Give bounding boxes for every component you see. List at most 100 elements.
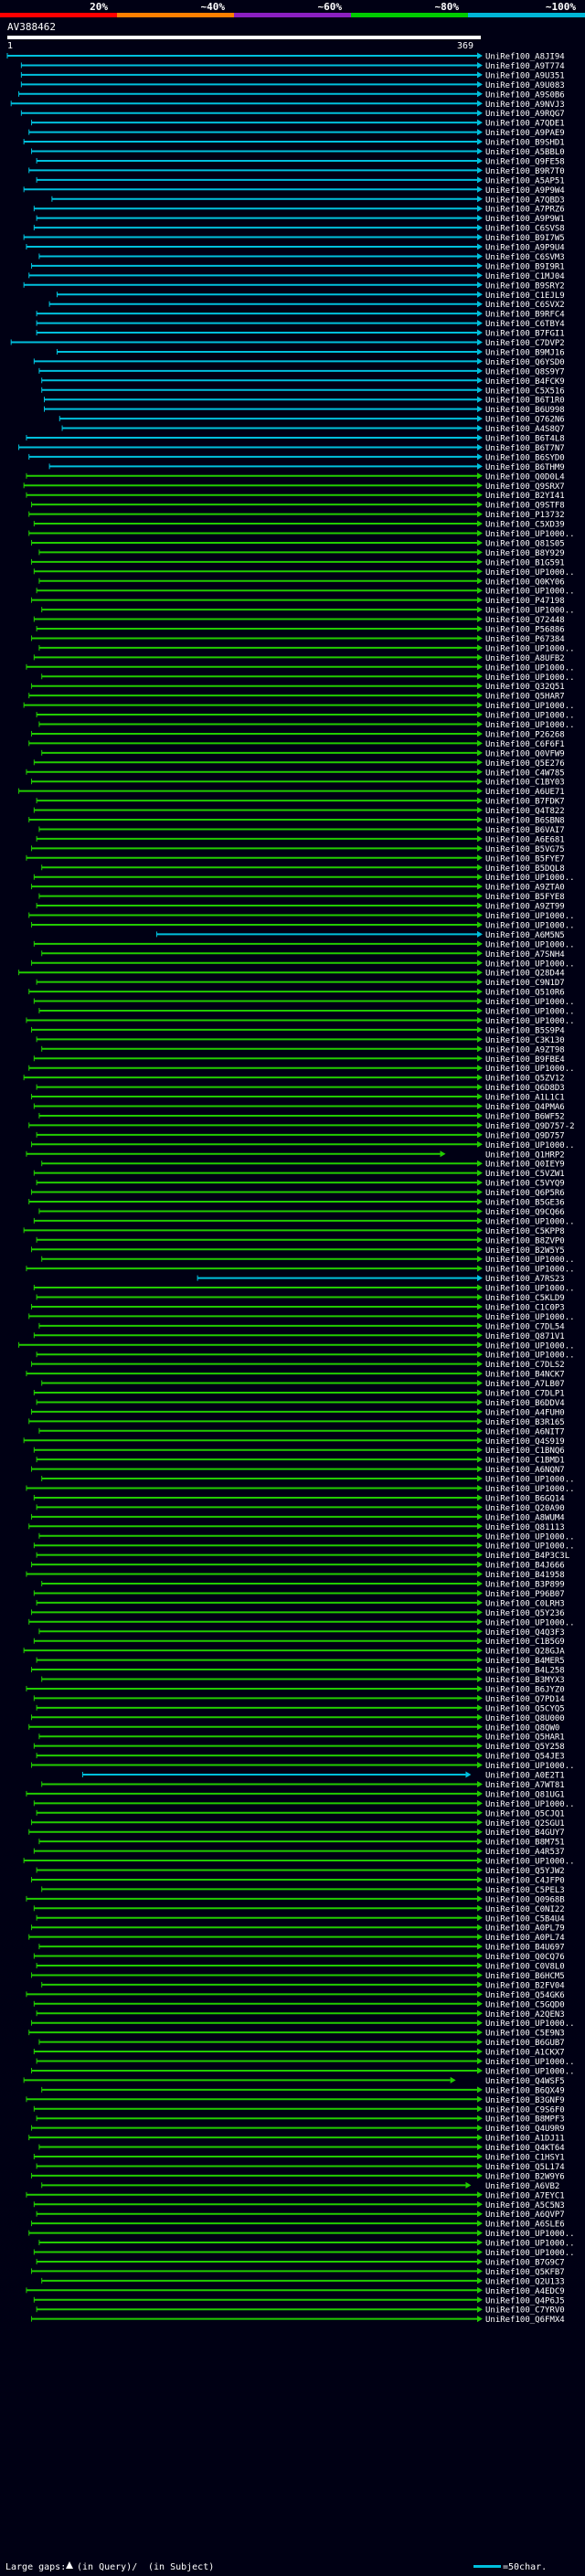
hit-row: UniRef100_A9U351 (20, 71, 565, 80)
hit-end-arrow (477, 520, 483, 527)
hit-label: UniRef100_Q8S9Y7 (485, 367, 565, 376)
hit-row: UniRef100_B4NCK7 (26, 1370, 565, 1380)
hit-row: UniRef100_Q9D757 (36, 1131, 565, 1140)
hit-row: UniRef100_Q0CQ76 (33, 1953, 565, 1962)
hit-end-arrow (477, 1647, 483, 1654)
hit-row: UniRef100_UP1000.. (36, 2058, 575, 2067)
color-scale-bar: 20% ~40% ~60% ~80% ~100% (0, 1, 585, 17)
hit-end-arrow (477, 1389, 483, 1396)
hit-end-arrow (477, 548, 483, 556)
hit-label: UniRef100_B8ZVP0 (485, 1236, 565, 1246)
hit-end-arrow (477, 1361, 483, 1368)
hit-row: UniRef100_Q5KFB7 (31, 2267, 565, 2277)
hit-label: UniRef100_A6QVP7 (485, 2210, 565, 2220)
hit-end-arrow (477, 606, 483, 613)
hit-label: UniRef100_UP1000.. (485, 2240, 575, 2249)
hit-end-arrow (477, 969, 483, 976)
hit-row: UniRef100_A9ZT99 (36, 902, 565, 912)
hit-row: UniRef100_B8M751 (38, 1838, 565, 1848)
hit-end-arrow (440, 1150, 446, 1158)
hit-end-arrow (477, 597, 483, 604)
hit-end-arrow (477, 844, 483, 852)
hit-end-arrow (477, 1035, 483, 1043)
hit-row: UniRef100_C1MJ04 (28, 271, 565, 281)
hit-label: UniRef100_A7QDE1 (485, 120, 565, 129)
hit-end-arrow (477, 1065, 483, 1072)
hit-end-arrow (477, 653, 483, 661)
hit-end-arrow (477, 1713, 483, 1721)
hit-row: UniRef100_B9RFC4 (36, 310, 565, 320)
hit-label: UniRef100_B4J666 (485, 1562, 565, 1571)
hit-label: UniRef100_B5GE36 (485, 1199, 565, 1208)
hit-label: UniRef100_Q9D757-2 (485, 1122, 575, 1131)
hit-label: UniRef100_A5BBL0 (485, 148, 565, 157)
hit-end-arrow (477, 1436, 483, 1444)
hit-row: UniRef100_A9RQG7 (20, 110, 565, 119)
hit-row: UniRef100_C0LRH3 (36, 1599, 565, 1608)
hit-label: UniRef100_A9ZT98 (485, 1045, 565, 1055)
hit-row: UniRef100_C3K130 (36, 1035, 565, 1045)
hit-label: UniRef100_B9RFC4 (485, 311, 565, 320)
hit-end-arrow (477, 252, 483, 260)
hit-row: UniRef100_C5KLD9 (36, 1294, 565, 1303)
hit-label: UniRef100_Q5Y236 (485, 1609, 565, 1618)
hit-end-arrow (477, 835, 483, 843)
hit-label: UniRef100_B4FCK9 (485, 377, 565, 387)
hit-row: UniRef100_A9PAE9 (28, 129, 565, 138)
hit-label: UniRef100_B6GUB7 (485, 2039, 565, 2048)
hit-row: UniRef100_B6QX49 (41, 2086, 565, 2095)
hit-end-arrow (477, 1799, 483, 1807)
hit-end-arrow (477, 1140, 483, 1148)
hit-end-arrow (477, 434, 483, 441)
hit-row: UniRef100_Q8U000 (31, 1713, 565, 1723)
hit-row: UniRef100_C5VYQ9 (36, 1179, 565, 1189)
hit-row: UniRef100_C4JFP0 (31, 1876, 565, 1885)
hit-label: UniRef100_A1L1C1 (485, 1094, 565, 1103)
hit-row: UniRef100_A7QDE1 (31, 119, 565, 129)
hit-label: UniRef100_C1MJ04 (485, 272, 565, 281)
hit-row: UniRef100_B3MYX3 (41, 1676, 565, 1685)
hit-label: UniRef100_A7PRZ6 (485, 206, 565, 215)
hit-end-arrow (477, 443, 483, 451)
hit-label: UniRef100_UP1000.. (485, 530, 575, 539)
hit-row: UniRef100_UP1000.. (33, 940, 575, 949)
hit-row: UniRef100_B3P899 (41, 1580, 565, 1590)
hit-row: UniRef100_Q81113 (28, 1522, 565, 1532)
hit-label: UniRef100_A6SLE6 (485, 2221, 565, 2230)
hit-label: UniRef100_B6U998 (485, 406, 565, 415)
hit-row: UniRef100_Q5ZV12 (23, 1074, 565, 1084)
hit-end-arrow (477, 2286, 483, 2294)
hit-row: UniRef100_Q8QW0 (28, 1723, 559, 1733)
hit-end-arrow (477, 511, 483, 518)
hit-row: UniRef100_Q54JE3 (36, 1752, 565, 1762)
hit-label: UniRef100_B6DDV4 (485, 1399, 565, 1408)
hit-row: UniRef100_A2QEN3 (36, 2009, 565, 2019)
hit-label: UniRef100_B6THM9 (485, 463, 565, 472)
hit-row: UniRef100_A6SLE6 (31, 2220, 565, 2230)
hit-label: UniRef100_B2W5Y5 (485, 1246, 565, 1256)
hit-end-arrow (477, 1857, 483, 1864)
hit-end-arrow (477, 2105, 483, 2113)
hit-end-arrow (477, 683, 483, 690)
hit-label: UniRef100_A9ZT99 (485, 903, 565, 912)
hit-end-arrow (477, 1618, 483, 1626)
hit-end-arrow (477, 1848, 483, 1855)
hit-label: UniRef100_Q0IEY9 (485, 1161, 565, 1170)
hit-label: UniRef100_B1G591 (485, 558, 565, 567)
hit-row: UniRef100_Q4P6J5 (33, 2296, 565, 2306)
hit-end-arrow (477, 1236, 483, 1244)
hit-label: UniRef100_B5S9P4 (485, 1026, 565, 1035)
hit-end-arrow (477, 1417, 483, 1425)
hit-end-arrow (477, 1447, 483, 1454)
hit-label: UniRef100_B3GNF9 (485, 2096, 565, 2105)
hit-label: UniRef100_Q5E276 (485, 759, 565, 769)
hit-row: UniRef100_Q81UG1 (26, 1790, 565, 1799)
hit-label: UniRef100_A6UE71 (485, 788, 565, 797)
hit-end-arrow (477, 578, 483, 585)
hit-label: UniRef100_UP1000.. (485, 702, 575, 711)
hit-row: UniRef100_UP1000.. (26, 1265, 575, 1275)
hit-label: UniRef100_A1CKX7 (485, 2049, 565, 2058)
hit-label: UniRef100_A7EYC1 (485, 2191, 565, 2200)
hit-row: UniRef100_Q9CQ66 (38, 1207, 565, 1217)
hit-row: UniRef100_Q6P5R6 (31, 1189, 565, 1198)
